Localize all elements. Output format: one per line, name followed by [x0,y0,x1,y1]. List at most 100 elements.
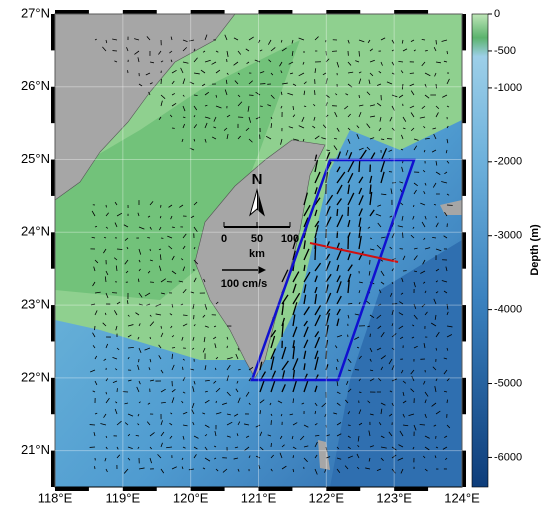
current-vector [182,358,185,361]
current-vector [402,391,405,397]
current-vector [115,265,118,272]
current-vector [446,347,449,351]
current-vector [347,127,351,131]
current-vector [182,424,188,427]
current-vector [325,78,328,85]
current-vector [193,259,198,265]
frame-bar [326,10,361,14]
current-vector [258,464,261,470]
current-vector [347,172,354,184]
current-vector [92,390,96,393]
current-vector [435,280,439,283]
current-vector [358,378,361,382]
current-vector [287,92,294,96]
current-vector [292,114,296,118]
current-vector [298,125,305,129]
current-vector [347,159,355,173]
current-vector [214,457,217,460]
current-vector [215,387,221,393]
current-vector [388,413,393,417]
current-vector [388,358,393,365]
current-vector [336,380,339,387]
current-vector [357,435,360,442]
island [318,440,330,470]
current-vector [144,292,151,297]
current-vector [376,314,382,319]
current-vector [235,388,239,393]
current-vector [105,435,108,439]
current-vector [92,332,96,338]
current-vector [224,89,228,96]
current-vector [336,457,342,460]
current-vector [158,50,162,55]
current-vector [303,204,311,217]
current-vector [325,253,331,261]
current-vector [442,94,448,98]
current-vector [358,391,362,393]
current-vector [423,455,426,459]
current-vector [367,400,371,404]
current-vector [146,36,151,41]
current-vector [202,347,206,353]
current-vector [409,83,415,87]
current-vector [314,468,318,475]
current-vector [149,82,153,85]
current-vector [347,113,351,118]
current-vector [212,336,217,340]
current-vector [214,430,217,437]
current-vector [369,104,376,107]
current-vector [445,266,448,272]
current-vector [270,468,273,472]
current-vector [358,39,365,43]
current-vector [446,378,450,382]
current-vector [225,79,228,85]
current-vector [391,468,396,474]
frame-bar [462,232,466,269]
current-vector [259,431,263,437]
current-vector [444,435,448,438]
current-vector [325,241,330,250]
current-vector [292,455,294,459]
current-vector [259,105,263,107]
current-vector [410,112,415,118]
current-vector [160,292,165,295]
current-vector [292,346,296,360]
current-vector [94,38,97,41]
current-vector [413,204,415,208]
current-vector [270,123,273,129]
current-vector [226,72,229,75]
current-vector [171,466,177,470]
current-vector [269,402,272,406]
current-vector [410,234,415,239]
current-vector [446,311,449,316]
current-vector [136,386,140,393]
current-vector [204,399,210,404]
current-vector [105,343,109,349]
current-vector [192,303,195,310]
frame-bar [258,487,293,491]
current-vector [389,292,393,297]
current-vector [138,303,143,306]
current-vector [410,39,415,42]
current-vector [400,468,404,474]
current-vector [171,93,176,96]
current-vector [377,325,382,329]
current-vector [369,413,374,416]
current-vector [179,204,184,208]
current-vector [435,291,439,294]
current-vector [93,266,96,272]
current-vector [376,468,382,471]
current-vector [116,347,120,351]
current-vector [213,380,217,384]
current-vector [270,356,275,371]
current-vector [127,334,132,338]
current-vector [435,410,441,415]
current-vector [358,187,363,195]
colorbar-tick-label: -2000 [494,156,522,168]
current-vector [432,127,437,130]
current-vector [279,452,283,459]
current-vector [433,203,437,206]
current-vector [336,264,340,272]
current-vector [443,390,448,393]
current-vector [237,421,241,426]
